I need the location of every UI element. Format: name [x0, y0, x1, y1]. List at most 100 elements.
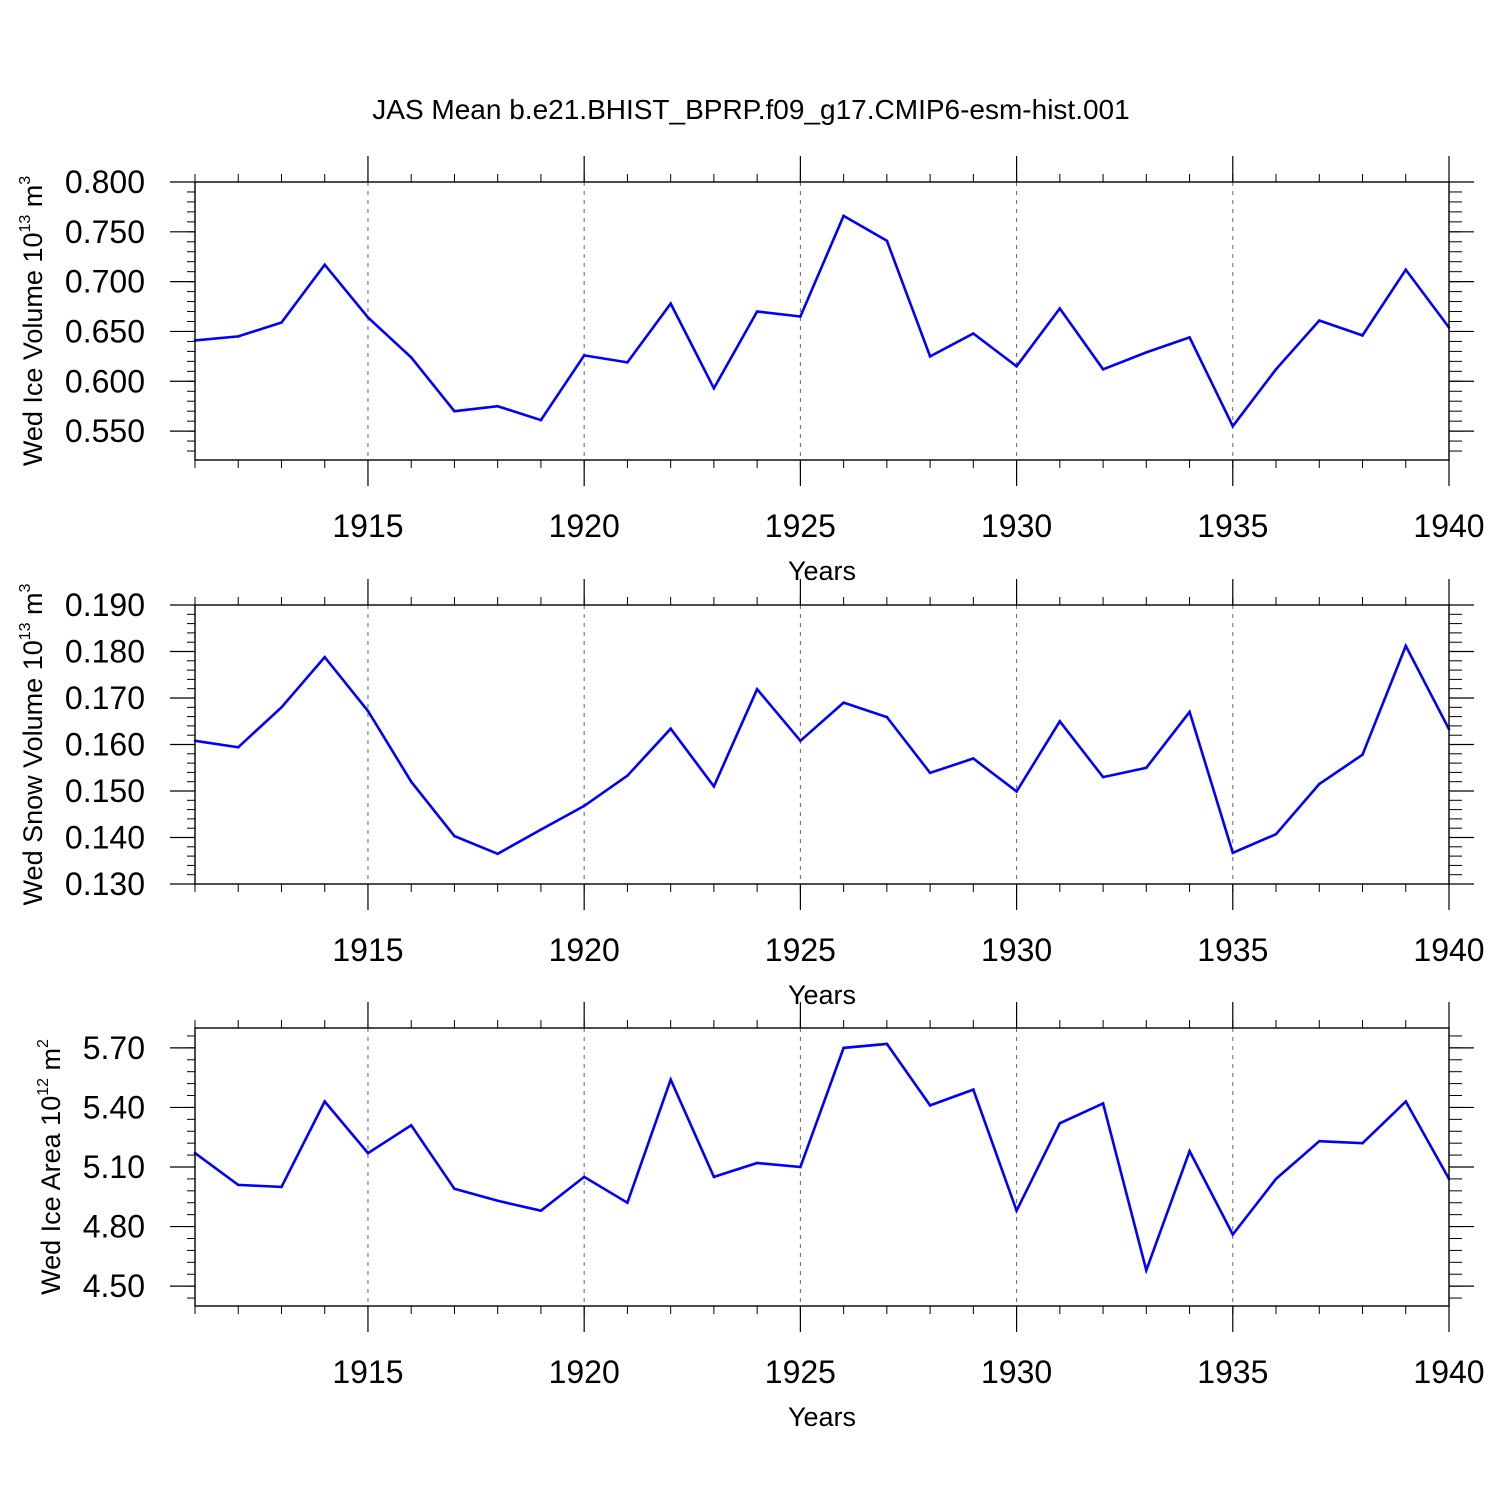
- x-axis-label: Years: [788, 980, 856, 1010]
- x-axis-label: Years: [788, 1402, 856, 1432]
- data-point: [280, 321, 283, 324]
- data-point: [1145, 1268, 1148, 1272]
- x-tick-label: 1940: [1413, 508, 1484, 544]
- y-axis-label: Wed Ice Volume 1013 m3: [17, 176, 48, 466]
- data-point: [236, 335, 240, 338]
- data-point: [626, 1201, 629, 1205]
- data-point: [323, 263, 327, 267]
- data-point: [1058, 307, 1062, 310]
- y-tick-label: 0.130: [65, 866, 145, 902]
- data-point: [1058, 1122, 1062, 1125]
- data-point: [712, 386, 716, 390]
- data-point: [626, 361, 629, 364]
- y-tick-label: 4.80: [83, 1209, 145, 1245]
- data-point: [1101, 368, 1105, 371]
- x-tick-label: 1925: [765, 1354, 836, 1390]
- y-tick-label: 0.190: [65, 587, 145, 623]
- x-tick-label: 1925: [765, 932, 836, 968]
- data-point: [669, 727, 672, 730]
- data-point: [1101, 1102, 1105, 1105]
- y-axis-label-unit-exp: 3: [17, 583, 34, 592]
- data-point: [1145, 766, 1148, 770]
- data-point: [1274, 832, 1278, 836]
- y-tick-label: 5.70: [83, 1030, 145, 1066]
- y-tick-label: 0.600: [65, 363, 145, 399]
- data-point: [1188, 710, 1191, 714]
- x-tick-label: 1915: [332, 1354, 403, 1390]
- data-point: [712, 785, 716, 788]
- data-point: [366, 709, 370, 713]
- y-tick-label: 0.160: [65, 727, 145, 763]
- y-axis-label-unit: m: [36, 1048, 66, 1078]
- data-point: [409, 356, 413, 359]
- x-tick-label: 1930: [981, 932, 1052, 968]
- data-point: [453, 1187, 456, 1191]
- plot-frame: [194, 181, 1450, 461]
- data-point: [972, 757, 975, 760]
- data-point: [1188, 336, 1191, 339]
- data-point: [799, 1165, 802, 1169]
- data-point: [1361, 334, 1364, 337]
- y-axis-label-exp: 13: [17, 622, 34, 640]
- y-axis-label-text: Wed Ice Area 10: [36, 1096, 66, 1295]
- data-point: [842, 214, 845, 218]
- y-axis-label-exp: 12: [35, 1078, 52, 1096]
- plot-frame: [194, 604, 1450, 885]
- data-point: [453, 409, 456, 413]
- y-tick-label: 5.10: [83, 1149, 145, 1185]
- y-tick-label: 4.50: [83, 1268, 145, 1304]
- data-point: [323, 655, 327, 659]
- data-point: [366, 1151, 370, 1155]
- data-point: [409, 780, 413, 783]
- data-point: [1317, 782, 1321, 786]
- data-point: [1101, 775, 1105, 779]
- data-point: [1404, 644, 1408, 648]
- data-point: [582, 1175, 586, 1179]
- data-point: [755, 310, 759, 313]
- data-point: [799, 315, 802, 318]
- data-point: [1145, 351, 1148, 354]
- data-point: [885, 239, 889, 243]
- data-point: [236, 1183, 240, 1187]
- panel-1: 0.550 0.600 0.650 0.700 0.750 0.800 1915 1920 19…: [17, 156, 1485, 586]
- data-point: [1274, 368, 1278, 371]
- plot-frame: [194, 1027, 1450, 1307]
- data-point: [669, 1078, 672, 1081]
- data-point: [280, 706, 283, 709]
- data-point: [323, 1100, 327, 1103]
- y-axis-label-unit-exp: 2: [35, 1039, 52, 1048]
- x-axis-label: Years: [788, 556, 856, 586]
- y-tick-label: 0.180: [65, 634, 145, 670]
- series-line: [194, 642, 1451, 856]
- y-axis-label-text: Wed Snow Volume 10: [18, 640, 48, 905]
- data-point: [539, 418, 543, 422]
- x-tick-label: 1920: [549, 508, 620, 544]
- y-tick-label: 0.700: [65, 264, 145, 300]
- x-tick-label: 1935: [1197, 1354, 1268, 1390]
- x-tick-label: 1920: [549, 932, 620, 968]
- data-point: [842, 1046, 845, 1050]
- figure-title: JAS Mean b.e21.BHIST_BPRP.f09_g17.CMIP6-…: [372, 94, 1129, 125]
- data-point: [755, 687, 759, 691]
- data-point: [626, 774, 629, 777]
- data-point: [582, 354, 586, 357]
- data-point: [928, 1104, 932, 1107]
- data-point: [1231, 424, 1235, 428]
- data-point: [453, 834, 456, 838]
- y-tick-label: 0.550: [65, 413, 145, 449]
- x-tick-label: 1935: [1197, 932, 1268, 968]
- y-tick-label: 0.150: [65, 773, 145, 809]
- data-point: [1015, 365, 1018, 368]
- x-tick-label: 1940: [1413, 1354, 1484, 1390]
- y-tick-label: 0.800: [65, 164, 145, 200]
- series-line: [194, 1042, 1451, 1275]
- data-point: [755, 1161, 759, 1165]
- data-point: [236, 745, 240, 749]
- data-point: [496, 1199, 499, 1203]
- y-tick-label: 0.750: [65, 214, 145, 250]
- y-tick-label: 0.140: [65, 820, 145, 856]
- data-point: [1231, 851, 1235, 855]
- data-point: [1317, 319, 1321, 322]
- data-point: [539, 828, 543, 831]
